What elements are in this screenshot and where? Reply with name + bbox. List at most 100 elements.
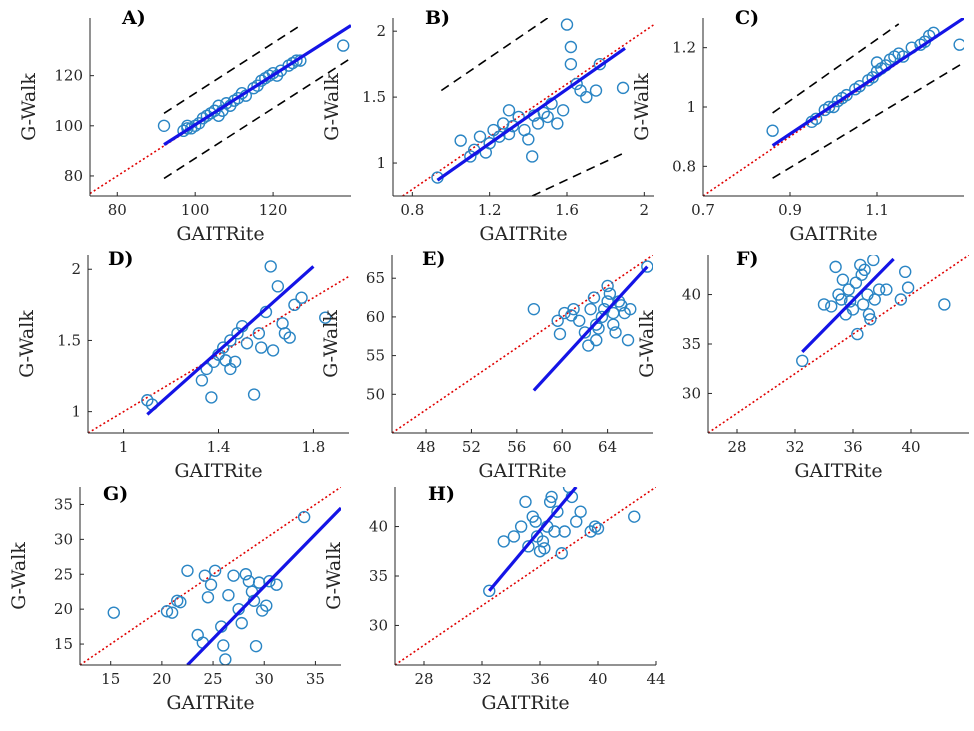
y-axis-label: G-Walk bbox=[320, 310, 342, 378]
data-point bbox=[607, 318, 620, 331]
data-point bbox=[621, 333, 635, 347]
data-point bbox=[483, 137, 496, 150]
fit-line bbox=[801, 257, 895, 354]
data-point bbox=[853, 80, 866, 93]
data-point bbox=[242, 575, 256, 588]
data-point bbox=[590, 333, 603, 347]
data-point bbox=[219, 653, 232, 665]
x-tick-label: 44 bbox=[646, 670, 665, 688]
panel-label: B) bbox=[425, 7, 450, 29]
fit-line bbox=[436, 47, 626, 182]
agreement-limit-line bbox=[772, 23, 900, 114]
data-point bbox=[601, 279, 614, 293]
x-tick-label: 28 bbox=[727, 438, 746, 456]
x-tick-label: 28 bbox=[414, 670, 433, 688]
data-point bbox=[587, 291, 601, 304]
data-point bbox=[584, 302, 597, 316]
data-point bbox=[558, 525, 571, 538]
data-point bbox=[822, 100, 836, 114]
data-point bbox=[555, 547, 568, 560]
x-tick-label: 20 bbox=[152, 670, 171, 688]
data-point bbox=[228, 355, 242, 368]
identity-line bbox=[392, 255, 653, 433]
x-tick-label: 32 bbox=[785, 438, 804, 456]
data-point bbox=[247, 388, 261, 401]
data-point bbox=[616, 81, 630, 95]
data-point bbox=[295, 291, 308, 304]
y-tick-label: 80 bbox=[64, 167, 83, 185]
x-axis-label: GAITRite bbox=[174, 460, 262, 482]
data-point bbox=[464, 150, 477, 163]
data-point bbox=[894, 293, 908, 306]
panel-b: 0.8 1.2 1.6 2 1 1.5 2 GAITRite G-Walk B) bbox=[321, 7, 654, 245]
y-tick-label: 20 bbox=[54, 600, 73, 618]
panel-label: A) bbox=[121, 7, 146, 29]
data-point bbox=[849, 276, 863, 289]
y-tick-label: 2 bbox=[376, 22, 386, 40]
x-axis-label: GAITRite bbox=[478, 460, 566, 482]
data-point bbox=[628, 510, 641, 523]
x-tick-label: 120 bbox=[259, 201, 288, 219]
data-point bbox=[157, 119, 171, 133]
panel-label: F) bbox=[736, 248, 758, 270]
data-point bbox=[582, 339, 595, 352]
data-point bbox=[165, 606, 179, 619]
data-point bbox=[217, 341, 230, 354]
y-tick-label: 1.2 bbox=[672, 39, 696, 57]
data-point bbox=[260, 599, 273, 612]
y-tick-label: 25 bbox=[54, 565, 73, 583]
x-tick-label: 35 bbox=[306, 670, 325, 688]
y-axis-label: G-Walk bbox=[323, 542, 345, 610]
data-point bbox=[609, 326, 622, 339]
y-tick-label: 55 bbox=[366, 347, 385, 365]
data-point bbox=[204, 578, 218, 591]
agreement-limit-line bbox=[163, 24, 301, 114]
y-axis-label: G-Walk bbox=[16, 310, 38, 378]
x-tick-label: 40 bbox=[901, 438, 920, 456]
data-point bbox=[290, 54, 303, 67]
data-point bbox=[880, 283, 893, 296]
x-axis-label: GAITRite bbox=[479, 223, 567, 245]
y-axis-label: G-Walk bbox=[636, 310, 658, 378]
data-point bbox=[538, 542, 551, 555]
x-tick-label: 52 bbox=[462, 438, 481, 456]
identity-line bbox=[402, 23, 654, 196]
data-point bbox=[174, 595, 187, 609]
panel-e: 48 52 56 60 64 50 55 60 65 GAITRite G-Walk E) bbox=[320, 248, 653, 482]
fit-line bbox=[186, 506, 341, 665]
data-point bbox=[901, 281, 915, 294]
data-point bbox=[836, 273, 850, 286]
y-tick-label: 100 bbox=[54, 117, 83, 135]
panel-g: 15 20 25 30 35 15 20 25 30 35 GAITRite G-Walk G) bbox=[8, 483, 341, 714]
data-point bbox=[899, 265, 912, 279]
panel-label: D) bbox=[108, 248, 133, 270]
data-point bbox=[545, 490, 558, 504]
data-point bbox=[543, 495, 557, 509]
data-point bbox=[319, 311, 332, 324]
y-axis-label: G-Walk bbox=[631, 73, 653, 141]
x-tick-label: 36 bbox=[530, 670, 549, 688]
y-axis-label: G-Walk bbox=[8, 542, 30, 610]
data-point bbox=[560, 18, 574, 31]
y-tick-label: 1 bbox=[686, 98, 696, 116]
data-point bbox=[240, 337, 254, 350]
x-axis-label: GAITRite bbox=[794, 460, 882, 482]
data-point bbox=[564, 40, 578, 54]
y-tick-label: 35 bbox=[369, 567, 388, 585]
panel-data-group bbox=[392, 255, 653, 433]
data-point bbox=[252, 327, 266, 340]
y-axis-label: G-Walk bbox=[321, 73, 343, 141]
x-tick-label: 80 bbox=[108, 201, 127, 219]
panel-label: C) bbox=[735, 7, 759, 29]
data-point bbox=[266, 344, 280, 357]
x-tick-label: 56 bbox=[507, 438, 526, 456]
data-point bbox=[195, 374, 209, 387]
data-point bbox=[227, 569, 240, 582]
panel-data-group bbox=[402, 18, 654, 196]
x-tick-label: 60 bbox=[553, 438, 572, 456]
data-point bbox=[454, 134, 467, 147]
x-tick-label: 36 bbox=[843, 438, 862, 456]
panel-data-group bbox=[80, 487, 341, 665]
x-tick-label: 40 bbox=[588, 670, 607, 688]
